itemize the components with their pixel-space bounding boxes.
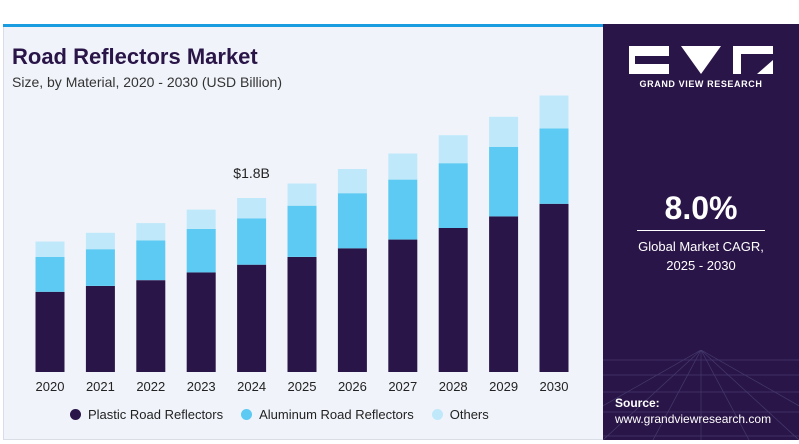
source-label: Source: [615, 396, 660, 410]
bar-aluminum-2030 [539, 128, 569, 204]
bar-others-2028 [438, 135, 468, 164]
x-tick-label-2028: 2028 [439, 379, 468, 394]
bar-aluminum-2024 [237, 218, 267, 265]
bar-plastic-2022 [136, 280, 166, 372]
cagr-label-line2: 2025 - 2030 [666, 258, 736, 273]
chart-legend: Plastic Road Reflectors Aluminum Road Re… [70, 407, 489, 422]
stacked-bar-chart: 2020 2021 2022 2023 2024 2025 2026 2027 2028 2029… [35, 95, 569, 394]
legend-item-others: Others [431, 407, 489, 422]
legend-item-plastic: Plastic Road Reflectors [70, 407, 223, 422]
bar-aluminum-2022 [136, 240, 166, 281]
bar-plastic-2025 [287, 257, 317, 372]
bar-plastic-2029 [489, 216, 519, 372]
x-tick-label-2024: 2024 [237, 379, 266, 394]
bar-plastic-2020 [35, 291, 65, 372]
legend-swatch-aluminum [241, 409, 253, 420]
x-tick-label-2029: 2029 [489, 379, 518, 394]
legend-label-plastic: Plastic Road Reflectors [88, 407, 224, 422]
bar-aluminum-2021 [85, 249, 115, 286]
bar-others-2029 [489, 116, 519, 147]
bar-others-2025 [287, 183, 317, 206]
bar-others-2022 [136, 223, 166, 241]
x-tick-label-2026: 2026 [338, 379, 367, 394]
legend-item-aluminum: Aluminum Road Reflectors [241, 407, 414, 422]
bar-aluminum-2027 [388, 179, 418, 240]
bar-aluminum-2023 [186, 228, 216, 273]
bar-plastic-2024 [237, 264, 267, 372]
bar-aluminum-2026 [337, 193, 367, 249]
decorative-grid [603, 350, 799, 440]
x-tick-label-2020: 2020 [36, 379, 65, 394]
bar-plastic-2028 [438, 228, 468, 372]
cagr-divider [637, 230, 765, 231]
x-tick-label-2025: 2025 [288, 379, 317, 394]
legend-label-aluminum: Aluminum Road Reflectors [259, 407, 414, 422]
legend-swatch-plastic [70, 409, 81, 420]
bar-others-2023 [186, 209, 216, 229]
grand-view-research-logo [629, 46, 773, 74]
bar-others-2024 [237, 198, 267, 219]
bar-others-2021 [85, 232, 115, 250]
accent-bar [3, 24, 603, 27]
x-tick-label-2022: 2022 [136, 379, 165, 394]
cagr-value: 8.0% [664, 190, 738, 226]
bar-plastic-2021 [85, 286, 115, 372]
x-tick-label-2030: 2030 [540, 379, 569, 394]
source-url[interactable]: www.grandviewresearch.com [615, 412, 772, 426]
legend-label-others: Others [449, 407, 489, 422]
bar-aluminum-2020 [35, 257, 65, 292]
x-tick-label-2027: 2027 [388, 379, 417, 394]
x-tick-label-2021: 2021 [86, 379, 115, 394]
bar-aluminum-2025 [287, 205, 317, 257]
side-panel: GRAND VIEW RESEARCH 8.0% Global Market C… [603, 24, 799, 440]
bar-aluminum-2029 [489, 146, 519, 217]
bar-others-2030 [539, 95, 569, 129]
chart-subtitle: Size, by Material, 2020 - 2030 (USD Bill… [12, 74, 283, 90]
bar-others-2020 [35, 241, 65, 257]
cagr-label-line1: Global Market CAGR, [638, 239, 764, 254]
bar-plastic-2026 [337, 248, 367, 372]
bar-plastic-2023 [186, 272, 216, 372]
bar-plastic-2030 [539, 203, 569, 372]
bar-aluminum-2028 [438, 163, 468, 228]
bar-plastic-2027 [388, 239, 418, 372]
brand-name: GRAND VIEW RESEARCH [639, 79, 763, 89]
legend-swatch-others [431, 409, 443, 420]
bar-others-2027 [388, 153, 418, 180]
cagr-label: Global Market CAGR, 2025 - 2030 [603, 237, 799, 275]
x-tick-label-2023: 2023 [187, 379, 216, 394]
chart-title: Road Reflectors Market [12, 44, 258, 69]
bar-others-2026 [337, 169, 367, 194]
annotation-label-2024: $1.8B [233, 165, 270, 181]
